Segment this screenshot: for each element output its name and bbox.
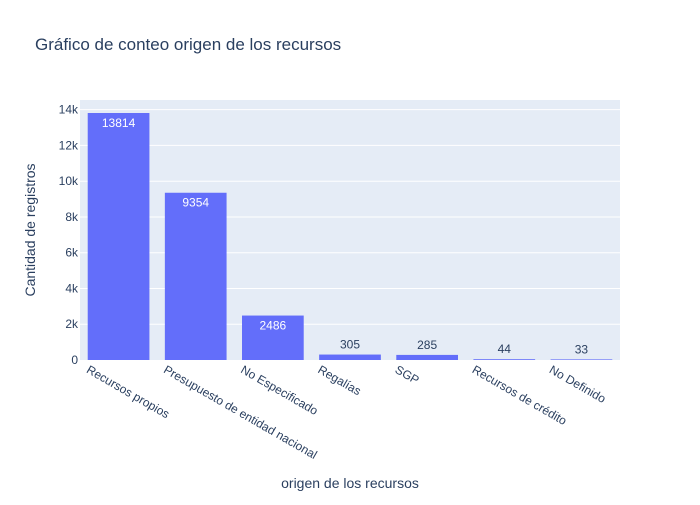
bar [473,359,536,360]
y-tick-label: 6k [65,246,79,260]
y-tick-label: 0 [71,353,78,367]
y-tick-label: 8k [65,210,79,224]
x-axis-title: origen de los recursos [281,475,419,491]
bar-value-label: 33 [575,342,589,356]
y-tick-label: 4k [65,281,79,295]
y-tick-label: 14k [59,103,79,117]
bar [319,354,381,360]
x-tick-label: No Definido [547,362,609,406]
bar [396,354,458,360]
bars [87,112,613,360]
bar-value-label: 44 [498,342,512,356]
bar [87,112,150,360]
bar-value-labels: 13814 9354 2486 305 285 44 33 [102,116,589,356]
y-tick-label: 10k [59,174,79,188]
plot-area [80,100,620,360]
y-axis: 0 2k 4k 6k 8k 10k 12k 14k [59,103,79,367]
x-tick-label: Presupuesto de entidad nacional [161,362,319,462]
bar-value-label: 285 [417,338,437,352]
x-tick-label: Recursos propios [84,362,172,421]
y-axis-title: Cantidad de registros [22,163,38,296]
x-tick-label: SGP [393,362,422,387]
bar-value-label: 9354 [182,196,209,210]
bar [242,315,304,360]
bar-value-label: 305 [340,338,360,352]
y-tick-label: 12k [59,138,79,152]
bar [550,359,613,360]
bar-value-label: 2486 [260,319,287,333]
y-tick-label: 2k [65,317,79,331]
chart-title: Gráfico de conteo origen de los recursos [35,35,341,54]
x-tick-label: Regalías [316,362,364,398]
bar [164,192,227,360]
bar-value-label: 13814 [102,116,136,130]
